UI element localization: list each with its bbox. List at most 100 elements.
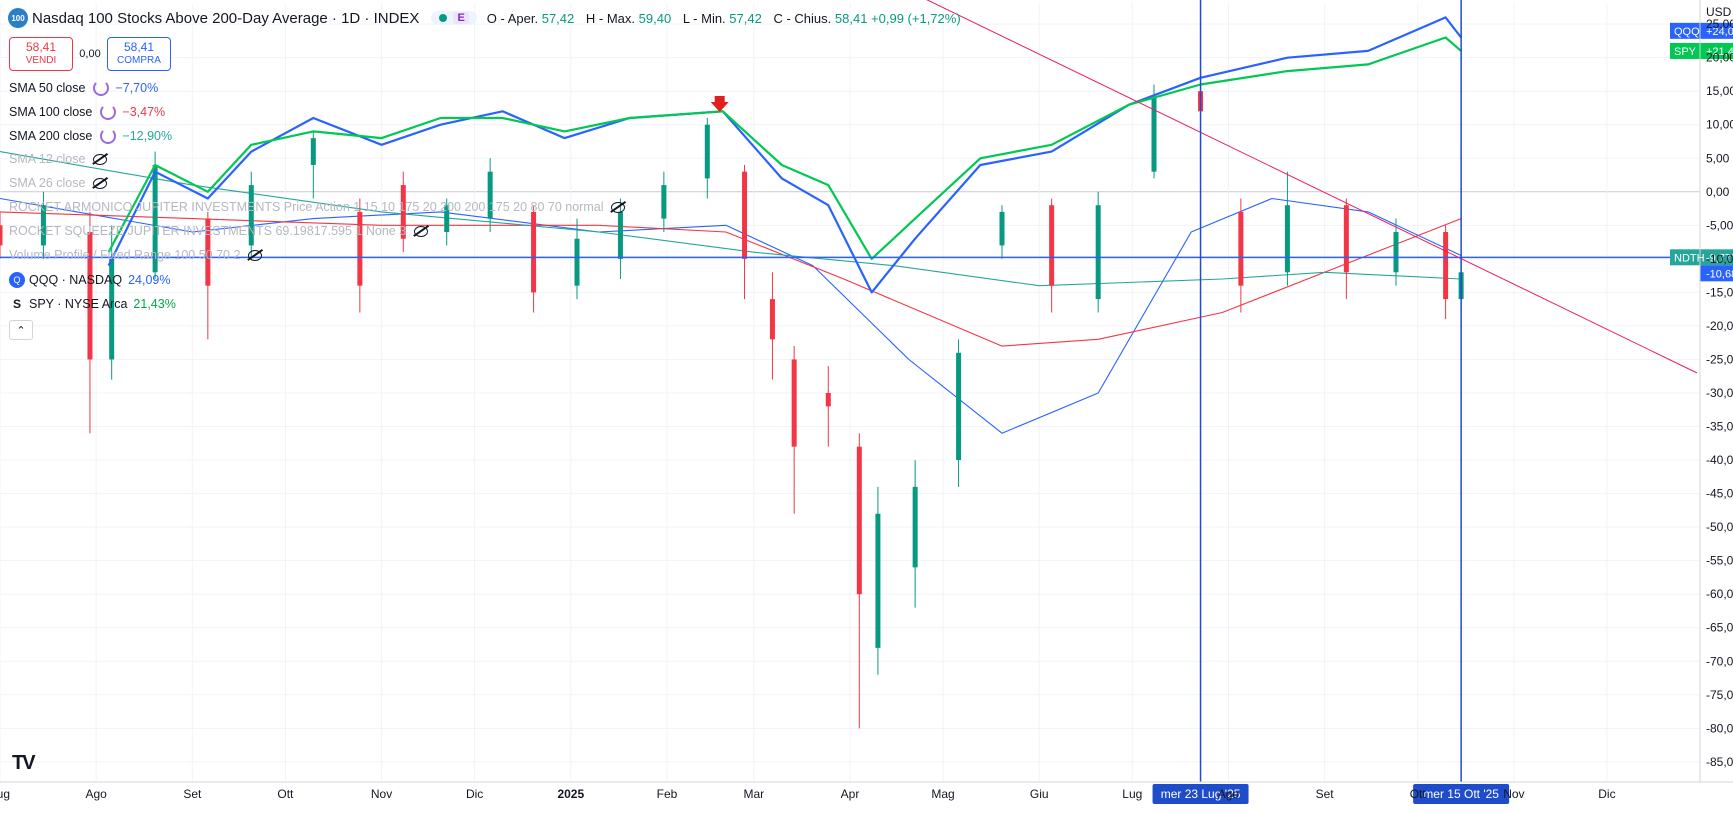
y-tick-label: 0,00 — [1706, 185, 1730, 199]
legend-sma12[interactable]: SMA 12 close — [9, 152, 108, 166]
refresh-icon[interactable] — [100, 128, 117, 144]
ndth-price-tag[interactable] — [1700, 265, 1733, 282]
legend-volume-profile[interactable]: Volume Profile / Fixed Range 100 50 70 2 — [9, 248, 263, 262]
qqq-tag[interactable] — [1670, 22, 1733, 39]
chevron-up-icon: ⌃ — [16, 324, 26, 337]
candle-body — [999, 211, 1005, 246]
legend-volume-profile-name: Volume Profile / Fixed Range 100 50 70 2 — [9, 248, 241, 262]
ohlc-high-value: 59,40 — [638, 10, 672, 26]
refresh-icon[interactable] — [100, 104, 117, 120]
candle-body — [0, 225, 3, 246]
sell-button[interactable]: 58,41 VENDI — [9, 37, 73, 71]
ndth-tag[interactable] — [1670, 249, 1733, 266]
legend-sma100-name: SMA 100 close — [9, 105, 93, 119]
candle-body — [956, 352, 962, 461]
currency-label: USD — [1706, 5, 1732, 19]
legend-rocket-armonico[interactable]: ROCKET ARMONICO JUPITER INVESTMENTS Pric… — [9, 200, 626, 214]
sell-price: 58,41 — [25, 40, 57, 54]
earnings-badge[interactable]: E — [453, 12, 469, 24]
y-tick-label: 5,00 — [1706, 151, 1730, 165]
y-tick-label: -50,00 — [1706, 520, 1733, 534]
spy-tag[interactable] — [1670, 42, 1733, 59]
spy-tag-label: SPY — [1674, 46, 1697, 58]
eye-crossed-icon[interactable] — [248, 249, 263, 261]
legend-sma50[interactable]: SMA 50 close −7,70% — [9, 80, 158, 96]
candle-body — [617, 211, 623, 259]
y-tick-label: -30,00 — [1706, 386, 1733, 400]
candle-body — [1393, 232, 1399, 273]
ndth-tag-value: -9,77% — [1706, 252, 1733, 264]
candle-body — [704, 124, 710, 179]
candle-body — [444, 205, 450, 233]
ohlc-close-value: 58,41 +0,99 (+1,72%) — [834, 10, 961, 26]
candle-body — [856, 446, 862, 595]
y-tick-label: -45,00 — [1706, 487, 1733, 501]
legend-sma100-value: −3,47% — [122, 105, 166, 119]
x-tick-label: Dic — [466, 787, 483, 801]
ohlc-open-label: O - Aper. — [486, 10, 539, 26]
candle-body — [912, 486, 918, 568]
buy-button[interactable]: 58,41 COMPRA — [107, 37, 171, 71]
x-tick-label: Set — [183, 787, 202, 801]
x-marker-tag[interactable] — [1152, 784, 1249, 804]
legend-spy[interactable]: S SPY · NYSE Arca 21,43% — [9, 296, 176, 312]
tradingview-logo[interactable]: TV — [12, 752, 36, 774]
eye-crossed-icon[interactable] — [414, 225, 429, 237]
candle-body — [825, 393, 831, 407]
series-line-sma-50 — [0, 197, 1462, 434]
qqq-tag-value: +24,09% — [1706, 26, 1733, 38]
y-tick-label: -80,00 — [1706, 721, 1733, 735]
eye-crossed-icon[interactable] — [93, 177, 108, 189]
buy-label: COMPRA — [117, 55, 161, 66]
candle-body — [742, 171, 748, 259]
ohlc-high-label: H - Max. — [585, 10, 636, 26]
eye-crossed-icon[interactable] — [93, 153, 108, 165]
ohlc-open-value: 57,42 — [541, 10, 575, 26]
chart-header: 100 Nasdaq 100 Stocks Above 200-Day Aver… — [8, 8, 969, 28]
legend-spy-name: SPY · NYSE Arca — [29, 297, 128, 311]
candle-body — [1049, 205, 1055, 286]
legend-sma200[interactable]: SMA 200 close −12,90% — [9, 128, 172, 144]
legend-sma26[interactable]: SMA 26 close — [9, 176, 108, 190]
symbol-logo: 100 — [8, 8, 28, 28]
legend-qqq[interactable]: Q QQQ · NASDAQ 24,09% — [9, 272, 170, 288]
series-line-sma-200 — [0, 151, 1462, 287]
x-tick-label: Lug — [0, 787, 10, 801]
x-marker-tag[interactable] — [1413, 784, 1510, 804]
market-open-dot-icon — [439, 14, 448, 22]
spy-logo-icon: S — [9, 296, 25, 312]
trend-line — [926, 0, 1698, 374]
sell-label: VENDI — [25, 55, 57, 66]
y-tick-label: 25,00 — [1706, 17, 1733, 31]
comparison-lines — [107, 16, 1462, 294]
candle-body — [152, 164, 158, 273]
candle-body — [1343, 205, 1349, 273]
candle-body — [487, 171, 493, 219]
candle-body — [310, 138, 316, 165]
eye-crossed-icon[interactable] — [611, 201, 626, 213]
candle-body — [1284, 205, 1290, 273]
legend-sma100[interactable]: SMA 100 close −3,47% — [9, 104, 165, 120]
arrow-down-icon — [710, 96, 729, 112]
refresh-icon[interactable] — [93, 80, 110, 96]
market-status-pill[interactable]: E — [431, 11, 477, 25]
legend-sma26-name: SMA 26 close — [9, 176, 86, 190]
x-tick-label: Dic — [1598, 787, 1615, 801]
collapse-legend-button[interactable]: ⌃ — [9, 320, 33, 340]
series-line-qqq — [107, 16, 1462, 294]
candle-body — [1095, 205, 1101, 300]
y-tick-label: -55,00 — [1706, 554, 1733, 568]
candle-body — [1151, 97, 1157, 172]
ohlc-close-label: C - Chius. — [773, 10, 832, 26]
x-tick-label: Ago — [85, 787, 107, 801]
candle-body — [109, 258, 115, 360]
ohlc-readout: O - Aper. 57,42 H - Max. 59,40 L - Min. … — [487, 11, 969, 26]
y-tick-label: -40,00 — [1706, 453, 1733, 467]
y-tick-label: 10,00 — [1706, 118, 1733, 132]
legend-rocket-squeeze[interactable]: ROCKET SQUEEZE JUPITER INVESTMENTS 69.19… — [9, 224, 429, 238]
symbol-title[interactable]: Nasdaq 100 Stocks Above 200-Day Average … — [32, 9, 420, 27]
candle-body — [1238, 211, 1244, 286]
